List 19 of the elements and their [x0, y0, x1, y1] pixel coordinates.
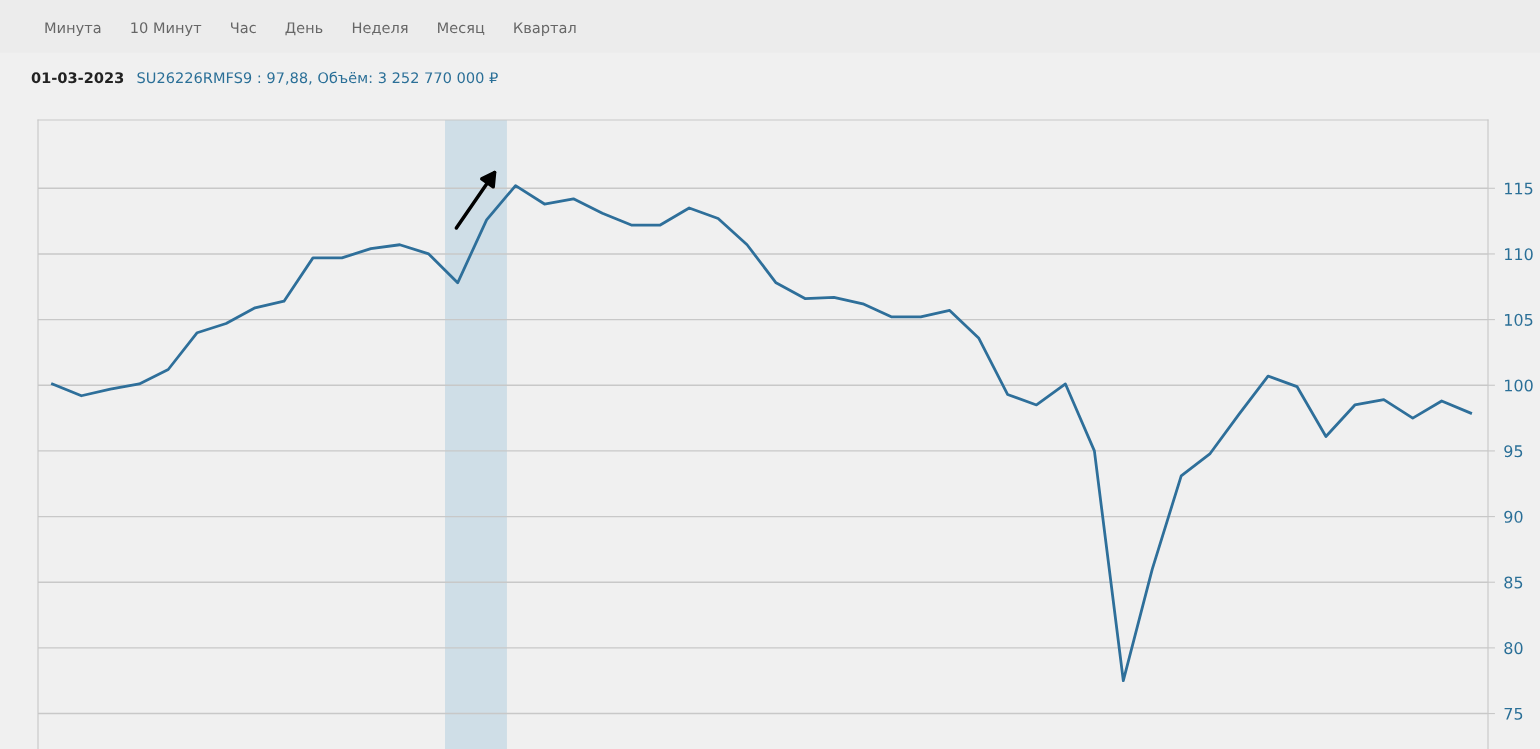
y-tick-label: 85	[1504, 576, 1523, 589]
y-tick-label: 100	[1505, 379, 1533, 392]
text: Минута	[45, 22, 101, 37]
y-tick-label: 110	[1505, 248, 1533, 261]
y-tick-label: 105	[1505, 313, 1533, 326]
y-tick-label: 115	[1505, 182, 1533, 195]
y-tick-label: 95	[1504, 445, 1523, 458]
text: Час	[231, 22, 256, 34]
text: День	[285, 22, 323, 36]
y-tick-label: 75	[1504, 707, 1523, 720]
y-tick-label: 80	[1504, 642, 1523, 655]
text: 10 Минут	[131, 22, 202, 37]
chart-subtitle: SU26226RMFS9 : 97,88, Объём: 3 252 770 000 ₽	[137, 71, 498, 85]
text: Месяц	[438, 22, 485, 36]
y-tick-label: 90	[1504, 510, 1523, 523]
text: Неделя	[352, 22, 408, 36]
chart-title: 01-03-2023	[31, 72, 124, 84]
line-series	[51, 184, 1473, 683]
text: Квартал	[514, 22, 576, 37]
